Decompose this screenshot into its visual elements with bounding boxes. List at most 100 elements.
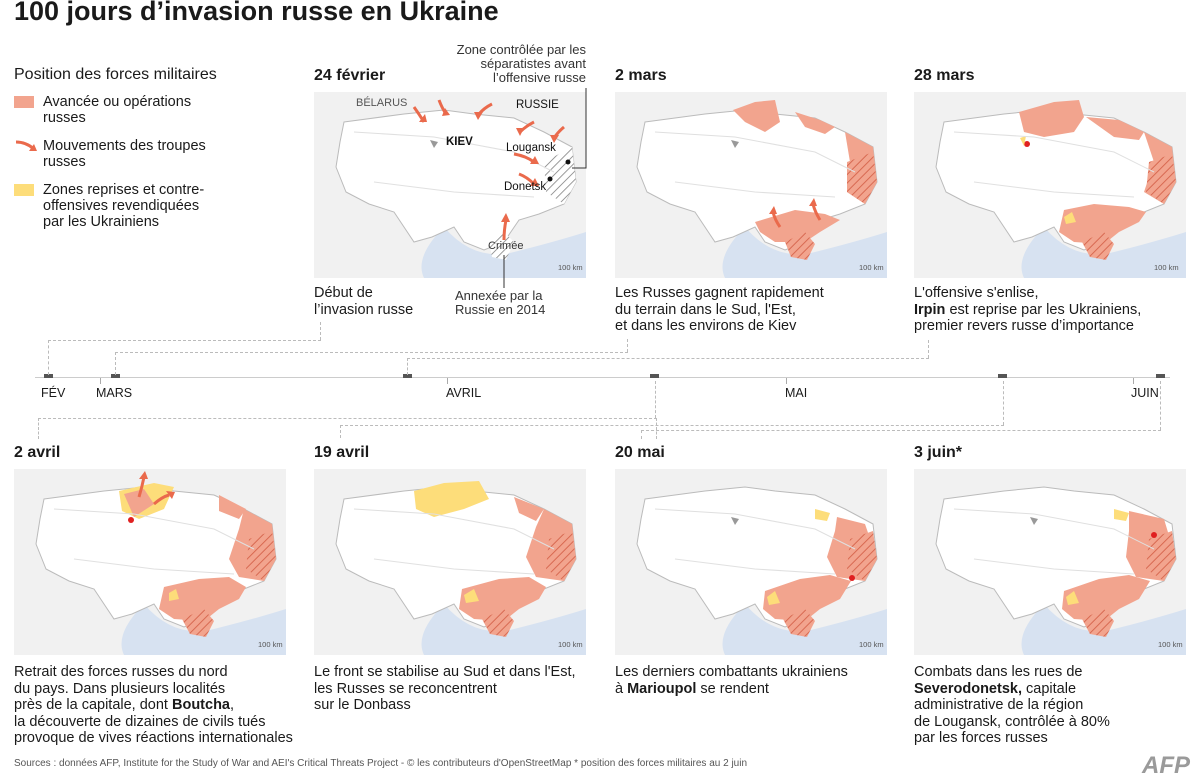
caption-text: près de la capitale, dont [14,697,172,713]
caption-line: administrative de la région [914,697,1084,713]
caption-text: à [615,680,628,697]
timeline-month: MARS [96,386,133,400]
caption-text: capitale [1022,680,1077,697]
panel-caption: Combats dans les rues de Severodonetsk, … [914,664,1200,747]
connector-19-avril [340,425,1004,438]
caption-line: la découverte de dizaines de civils tués [14,713,266,730]
afp-logo: AFP [1142,752,1190,779]
timeline-axis [35,377,1170,378]
timeline-month: AVRIL [446,386,482,400]
map-28-mars: 100 km [914,92,1186,278]
separatist-leader-line [572,88,587,169]
timeline-marker [111,374,120,378]
map-24-fevrier: BÉLARUS RUSSIE KIEV Lougansk Donetsk Cri… [314,92,586,278]
page-title: 100 jours d’invasion russe en Ukraine [14,0,499,26]
caption-bold: Severodonetsk, [914,680,1022,697]
connector-2-mars [627,339,629,352]
caption-line: Début de [314,285,373,301]
panel-caption: Début de l’invasion russe [314,285,454,318]
separatist-annotation: Zone contrôlée par les séparatistes avan… [440,43,586,85]
legend-label: Zones reprises et contre-offensives reve… [43,182,205,230]
panel-date: 2 avril [14,444,61,461]
legend-label: Avancée ou opérations russes [43,94,192,126]
panel-date: 2 mars [615,67,667,84]
timeline-tick [786,378,787,384]
scale-bar: 100 km [258,640,283,649]
caption-line: premier revers russe d’importance [914,318,1134,334]
caption-line: L'offensive s'enlise, [914,285,1039,301]
panel-caption: Les Russes gagnent rapidement du terrain… [615,285,905,335]
panel-date: 24 février [314,67,386,84]
caption-line: du terrain dans le Sud, l'Est, [615,301,796,318]
map-20-mai: 100 km [615,469,887,655]
panel-caption: Retrait des forces russes du nord du pay… [14,664,304,747]
caption-line: provoque de vives réactions internationa… [14,730,293,746]
counteroffensive-swatch [14,184,34,196]
caption-line: sur le Donbass [314,697,411,713]
map-2-avril: 100 km [14,469,286,655]
caption-text: se rendent [696,680,769,697]
caption-bold: Irpin [914,301,946,318]
label-crimea: Crimée [488,240,524,252]
timeline-marker [44,374,53,378]
panel-date: 3 juin* [914,444,963,461]
label-belarus: BÉLARUS [356,97,408,109]
map-19-avril: 100 km [314,469,586,655]
source-note: Sources : données AFP, Institute for the… [14,758,748,769]
panel-date: 28 mars [914,67,975,84]
panel-caption: L'offensive s'enlise, Irpin est reprise … [914,285,1200,335]
troop-arrow-icon [15,140,37,151]
connector-20-mai [641,430,1161,439]
connector-3-juin [1160,381,1162,430]
connector-2-avril [655,381,657,418]
caption-line: les Russes se reconcentrent [314,680,497,697]
timeline-marker [998,374,1007,378]
annotation-text: Zone contrôlée par les séparatistes avan… [456,42,586,85]
legend-title: Position des forces militaires [14,66,217,83]
timeline-month: FÉV [41,386,66,400]
label-donetsk: Donetsk [504,181,547,193]
connector-19-avril [1003,381,1005,425]
timeline-month: MAI [785,386,808,400]
panel-caption: Le front se stabilise au Sud et dans l'E… [314,664,604,714]
scale-bar: 100 km [859,640,884,649]
timeline-tick [100,378,101,384]
scale-bar: 100 km [1154,263,1179,272]
russian-advance-swatch [14,96,34,108]
map-3-juin: 100 km [914,469,1186,655]
caption-line: par les forces russes [914,730,1048,746]
label-lougansk: Lougansk [506,142,556,154]
label-kiev: KIEV [446,136,473,148]
panel-caption: Les derniers combattants ukrainiens à Ma… [615,664,905,697]
connector-24-fevrier [320,322,322,340]
timeline-marker [1156,374,1165,378]
timeline-month: JUIN [1131,386,1159,400]
caption-line: du pays. Dans plusieurs localités [14,680,226,697]
caption-line: Retrait des forces russes du nord [14,664,228,680]
caption-line: Combats dans les rues de [914,664,1083,680]
label-russia: RUSSIE [516,99,559,111]
caption-text: , [230,697,235,713]
caption-bold: Marioupol [627,680,697,697]
timeline-tick [447,378,448,384]
scale-bar: 100 km [1158,640,1183,649]
scale-bar: 100 km [558,640,583,649]
caption-bold: Boutcha [172,697,230,713]
annexed-annotation: Annexée par la Russie en 2014 [455,288,546,317]
connector-2-mars [115,352,628,375]
caption-text: est reprise par les Ukrainiens, [945,301,1142,318]
timeline-tick [1133,378,1134,384]
timeline-marker [403,374,412,378]
caption-line: près de la capitale, dont Boutcha, [14,697,304,714]
caption-line: et dans les environs de Kiev [615,318,797,334]
caption-line: Severodonetsk, capitale [914,681,1200,698]
caption-line: Le front se stabilise au Sud et dans l'E… [314,664,576,680]
scale-bar: 100 km [558,263,583,272]
caption-line: l’invasion russe [314,301,414,318]
caption-line: Les derniers combattants ukrainiens [615,664,848,680]
caption-line: à Marioupol se rendent [615,681,905,698]
legend-label: Mouvements des troupes russes [43,138,206,170]
timeline-marker [650,374,659,378]
connector-24-fevrier [48,340,321,375]
caption-line: Irpin est reprise par les Ukrainiens, [914,302,1200,319]
